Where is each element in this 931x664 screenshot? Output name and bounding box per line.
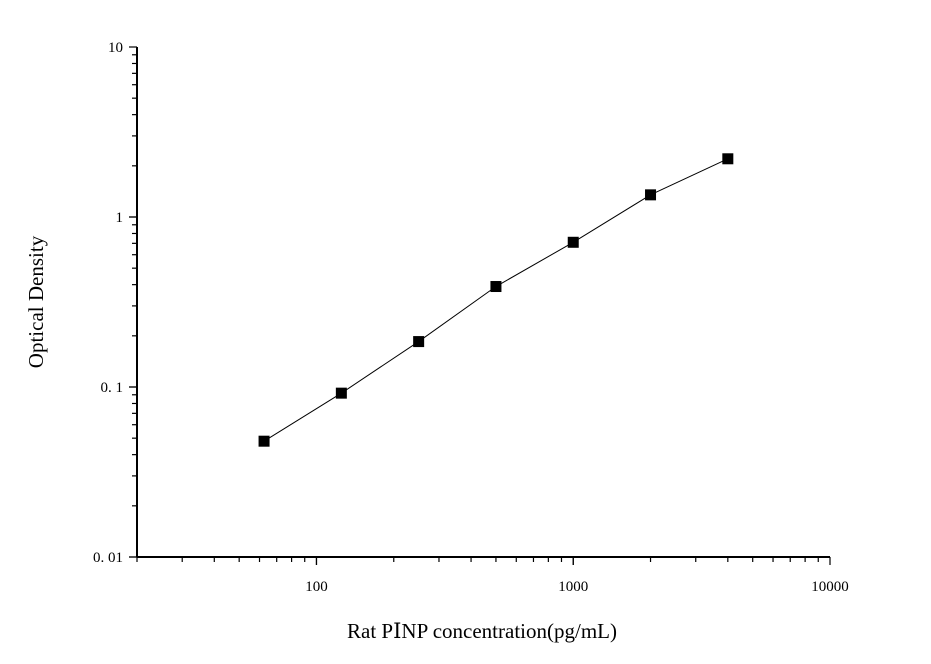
series-line [263, 158, 729, 442]
x-axis-title: Rat PⅠNP concentration(pg/mL) [347, 619, 617, 643]
y-tick-label: 0. 1 [101, 380, 124, 396]
data-point-marker [335, 387, 347, 399]
axes [136, 47, 830, 558]
x-ticks [136, 557, 831, 565]
data-point-marker [567, 236, 579, 248]
data-point-marker [645, 189, 657, 201]
y-axis-title: Optical Density [24, 235, 48, 368]
x-tick-label: 100 [305, 579, 328, 595]
y-tick-label: 1 [116, 210, 124, 226]
y-ticks [129, 46, 137, 558]
y-tick-labels: 0. 01 0. 1 1 10 [93, 40, 123, 566]
x-tick-label: 1000 [558, 579, 588, 595]
data-point-marker [258, 435, 270, 447]
data-point-marker [490, 281, 502, 293]
x-tick-label: 10000 [811, 579, 849, 595]
y-tick-label: 10 [108, 40, 123, 56]
y-tick-label: 0. 01 [93, 550, 123, 566]
data-point-marker [413, 336, 425, 348]
data-point-marker [722, 153, 734, 165]
series-layer [258, 153, 734, 447]
x-tick-labels: 100 1000 10000 [305, 579, 849, 595]
